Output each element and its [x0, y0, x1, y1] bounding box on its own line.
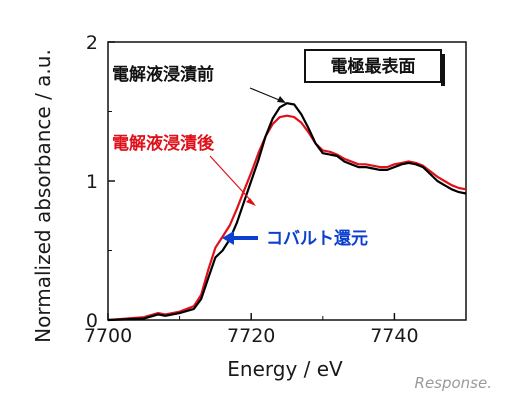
x-axis-ticks: 7700 7720 7740: [84, 313, 419, 347]
y-axis-title: Normalized absorbance / a.u.: [31, 49, 55, 343]
y-axis-ticks: 0 1 2: [86, 32, 115, 332]
box-label-frame: [304, 49, 442, 83]
y-tick-label: 2: [86, 32, 98, 54]
x-axis-title: Energy / eV: [227, 357, 343, 381]
x-tick-label: 7740: [370, 325, 418, 347]
box-label-shadow: [441, 54, 445, 86]
x-tick-label: 7700: [84, 325, 132, 347]
annotation-after: 電解液浸漬後: [112, 133, 215, 154]
annotation-cobalt: コバルト還元: [266, 229, 368, 249]
series-line-before: [107, 102, 467, 322]
annotation-before-arrowhead: [277, 96, 286, 103]
box-label: 電極最表面: [331, 56, 416, 77]
annotation-after-arrow: [209, 155, 255, 205]
x-tick-label: 7720: [227, 325, 275, 347]
series-layer: [107, 102, 467, 322]
annotation-before: 電解液浸漬前: [112, 64, 214, 85]
watermark-text: Response.: [415, 374, 492, 392]
y-tick-label: 1: [86, 171, 98, 193]
y-tick-label: 0: [86, 310, 98, 332]
annotation-after-arrowhead: [246, 198, 256, 206]
cobalt-arrowhead: [222, 231, 234, 245]
